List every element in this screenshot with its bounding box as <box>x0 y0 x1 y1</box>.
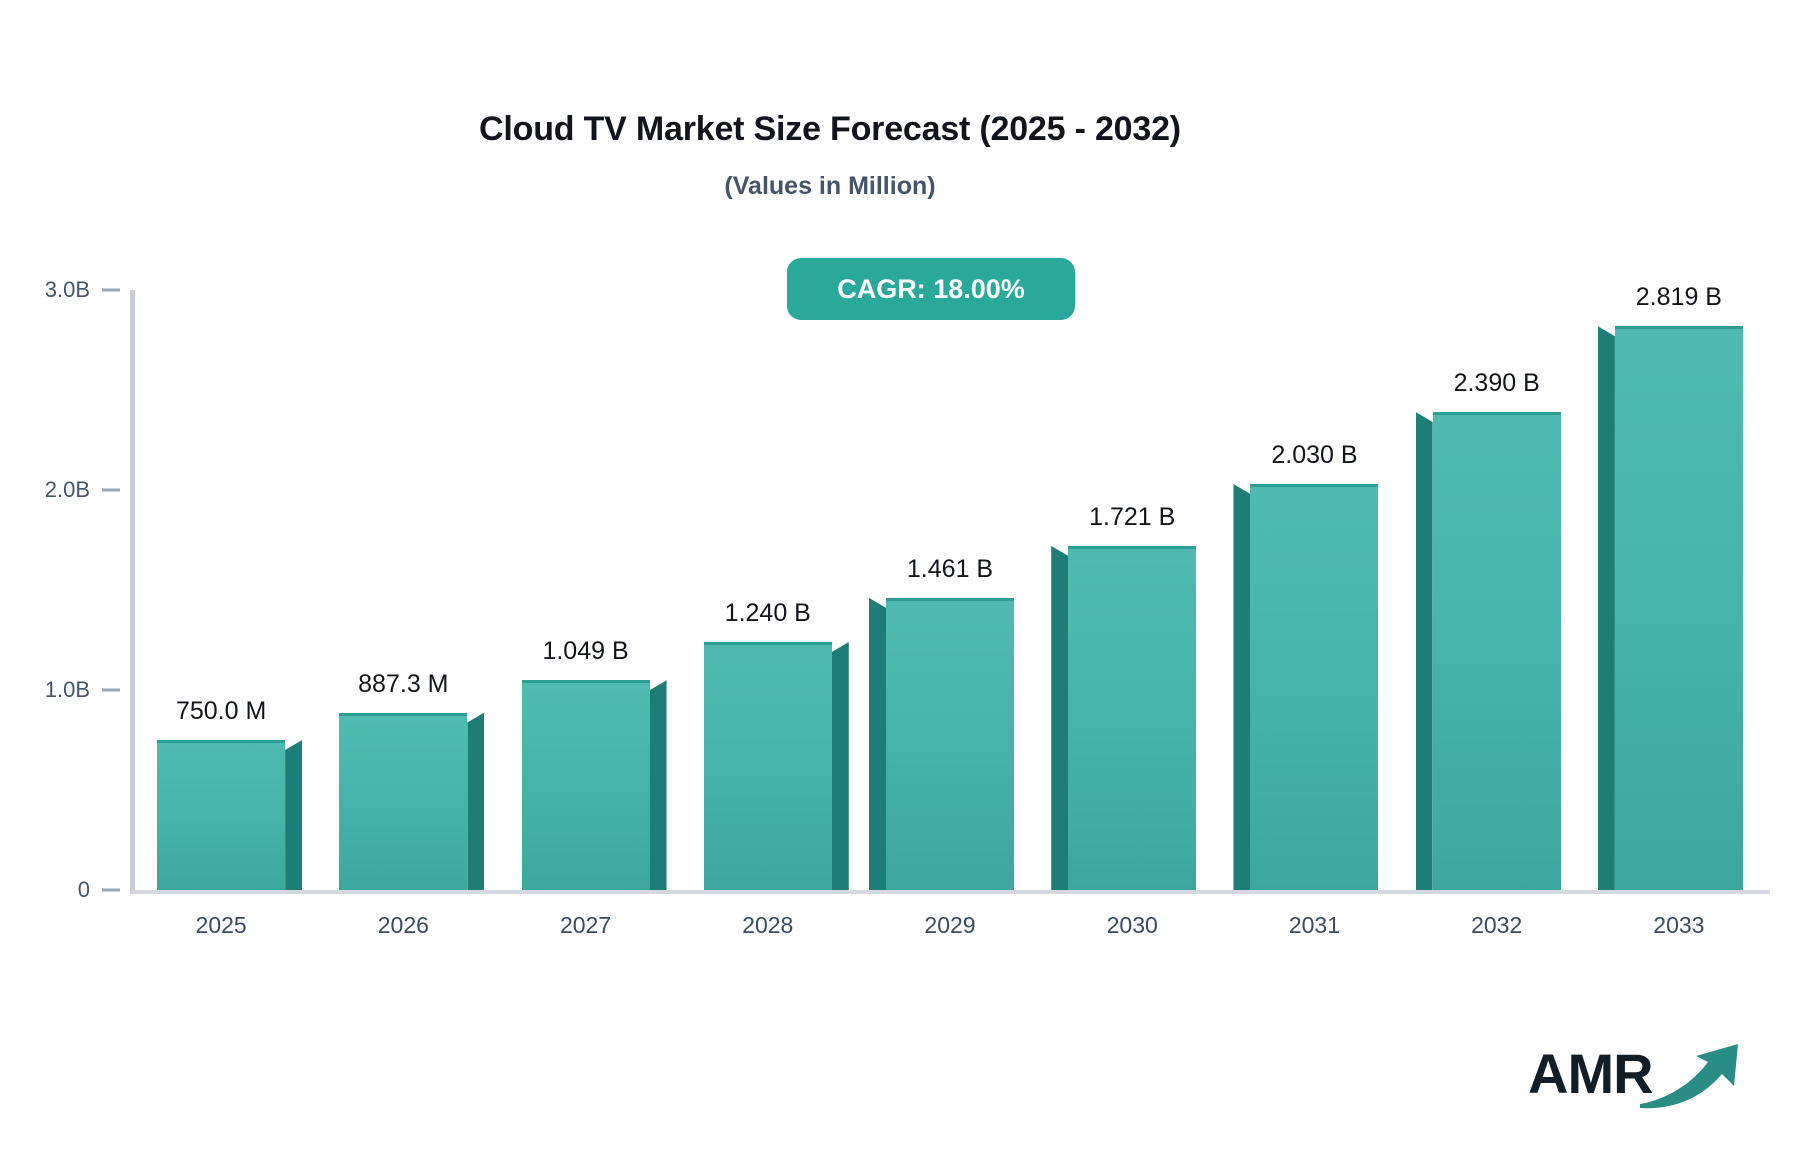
bar-series: 750.0 M 887.3 M 1.049 B 1.240 B 1.461 B 1.721… <box>130 283 1770 890</box>
bar-face <box>886 597 1014 890</box>
bar: 2.030 B <box>1233 441 1379 890</box>
bar: 1.461 B <box>869 555 1014 890</box>
page-title: Cloud TV Market Size Forecast (2025 - 20… <box>479 110 1181 148</box>
x-axis-tick-label: 2031 <box>1288 912 1341 938</box>
bar: 1.049 B <box>521 637 667 890</box>
bar: 750.0 M <box>157 697 303 890</box>
cagr-badge: CAGR: 18.00% <box>787 258 1075 320</box>
bar-face <box>1432 412 1561 890</box>
bar-value-label: 750.0 M <box>175 697 267 725</box>
page-subtitle: (Values in Million) <box>724 172 936 200</box>
bar-side-face <box>1051 545 1069 890</box>
y-axis-tick-label: 0 <box>77 877 90 902</box>
bar: 1.721 B <box>1051 503 1197 890</box>
x-axis-tick-label: 2033 <box>1653 912 1705 938</box>
cagr-badge-label: CAGR: 18.00% <box>837 273 1025 304</box>
bar-side-face <box>285 740 303 890</box>
x-axis-tick-label: 2027 <box>559 912 612 938</box>
bar-side-face <box>831 642 849 890</box>
bar-side-face <box>467 712 485 890</box>
bar-face <box>1068 545 1197 890</box>
x-axis-line <box>130 890 1770 894</box>
x-axis-tick-label: 2030 <box>1106 912 1158 938</box>
bar-face <box>1614 326 1743 890</box>
x-axis-tick-label: 2029 <box>924 912 976 938</box>
bar: 2.819 B <box>1597 283 1743 890</box>
bar-face <box>1250 484 1379 890</box>
x-axis-tick-label: 2025 <box>195 912 247 938</box>
y-axis-tick-mark <box>102 888 120 892</box>
y-axis-tick-label: 1.0B <box>44 677 90 702</box>
bar-value-label: 2.390 B <box>1453 369 1540 397</box>
bar: 2.390 B <box>1415 369 1561 890</box>
y-axis-tick-label: 3.0B <box>44 277 90 302</box>
bar-side-face <box>1415 412 1433 890</box>
bar: 887.3 M <box>339 670 485 890</box>
bar-face <box>703 642 832 890</box>
x-axis-tick-label: 2026 <box>377 912 429 938</box>
bar-side-face <box>649 680 667 890</box>
bar-value-label: 1.240 B <box>724 599 811 627</box>
growth-arrow-icon <box>1640 1044 1738 1109</box>
plot-area: 750.0 M 887.3 M 1.049 B 1.240 B 1.461 B 1.721… <box>45 277 1770 902</box>
y-axis-tick-label: 2.0B <box>44 477 90 502</box>
x-axis-tick-label: 2028 <box>742 912 794 938</box>
bar-face <box>521 680 650 890</box>
y-axis-tick-mark <box>102 288 120 292</box>
logo-wordmark: AMR <box>1528 1042 1654 1105</box>
bar-value-label: 1.721 B <box>1089 502 1176 531</box>
bar-face <box>339 712 468 890</box>
bar-side-face <box>1597 326 1615 890</box>
bar-value-label: 1.049 B <box>542 637 629 666</box>
y-axis-tick-mark <box>102 488 120 492</box>
x-axis-labels: 2025 2026 2027 2028 2029 2030 2031 2032 2033 <box>130 912 1770 952</box>
bar-value-label: 1.461 B <box>906 554 994 583</box>
y-axis-tick-mark <box>102 688 120 692</box>
amr-logo: AMR <box>1528 1032 1748 1128</box>
bar-value-label: 887.3 M <box>358 669 449 698</box>
bar-side-face <box>869 597 886 890</box>
bar-face <box>157 740 286 890</box>
x-axis-tick-label: 2032 <box>1471 912 1523 938</box>
bar-side-face <box>1233 484 1251 890</box>
bar-value-label: 2.030 B <box>1271 441 1358 469</box>
y-axis-line <box>130 290 135 890</box>
bar-value-label: 2.819 B <box>1635 283 1722 312</box>
bar: 1.240 B <box>703 599 849 890</box>
